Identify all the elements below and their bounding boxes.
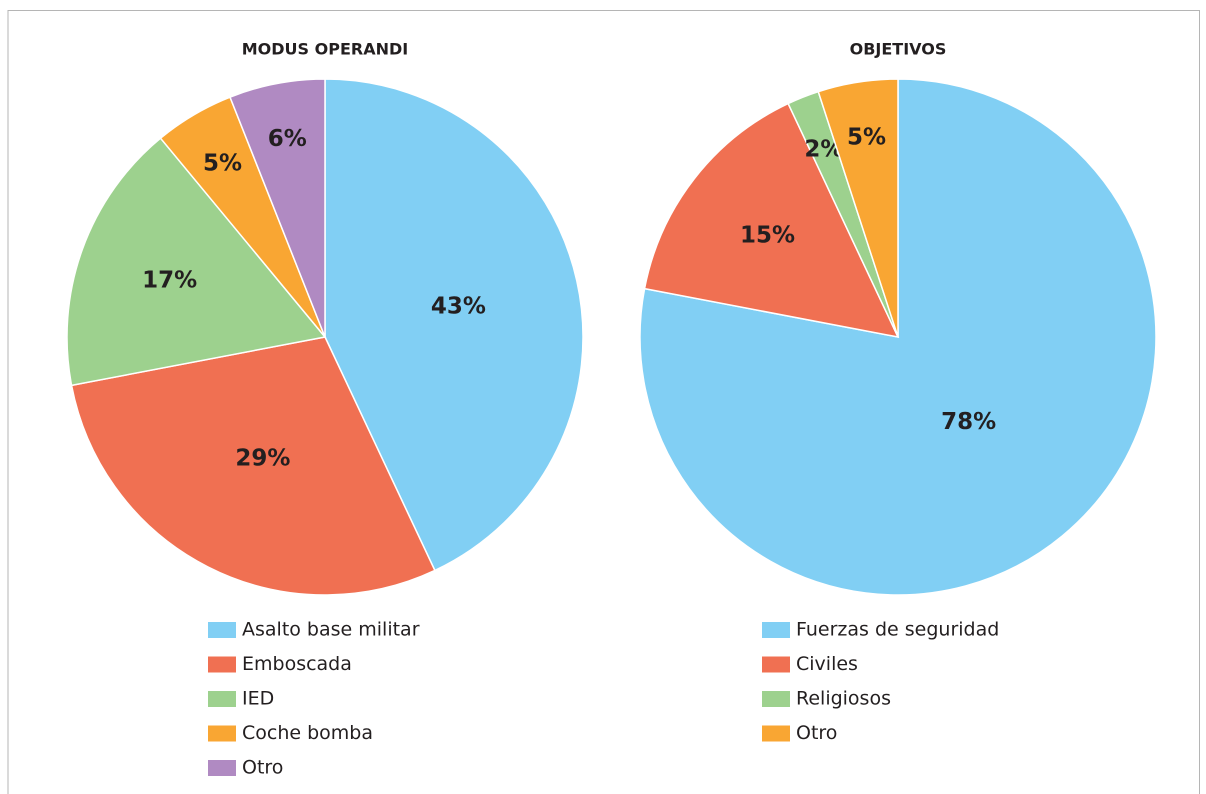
legend-label: Asalto base militar <box>242 619 420 641</box>
legend-swatch <box>208 691 236 707</box>
legend-label: Coche bomba <box>242 722 373 744</box>
pie-slice <box>66 137 327 387</box>
legend-label: Religiosos <box>796 688 891 710</box>
legend-label: Fuerzas de seguridad <box>796 619 999 641</box>
legend-swatch <box>762 725 790 742</box>
value-label: 29% <box>235 445 290 471</box>
chart-title: OBJETIVOS <box>850 40 947 59</box>
value-label: 15% <box>740 222 795 248</box>
pie-slice <box>229 78 326 338</box>
value-label: 78% <box>941 409 996 435</box>
legend-swatch <box>208 656 236 673</box>
value-label: 5% <box>847 125 886 151</box>
value-label: 5% <box>203 150 242 176</box>
pie-slice <box>817 78 899 338</box>
legend-label: Emboscada <box>242 653 352 675</box>
pie-slice <box>324 78 584 572</box>
legend-label: Civiles <box>796 653 858 675</box>
frame <box>7 10 1200 794</box>
legend-swatch <box>208 725 236 742</box>
value-label: 17% <box>142 268 197 294</box>
legend-swatch <box>762 622 790 638</box>
legend-label: Otro <box>242 757 283 779</box>
legend-swatch <box>762 656 790 673</box>
legend-label: Otro <box>796 722 837 744</box>
value-label: 43% <box>431 294 486 320</box>
legend-label: IED <box>242 688 274 710</box>
legend-swatch <box>208 760 236 776</box>
legend-swatch <box>208 622 236 638</box>
pie-slice <box>70 336 436 596</box>
chart-title: MODUS OPERANDI <box>242 40 408 59</box>
value-label: 6% <box>268 126 307 152</box>
pie-slice <box>643 102 900 339</box>
legend-swatch <box>762 691 790 707</box>
